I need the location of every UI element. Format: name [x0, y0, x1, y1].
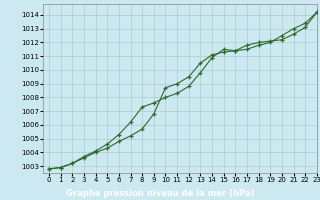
Text: Graphe pression niveau de la mer (hPa): Graphe pression niveau de la mer (hPa) — [66, 188, 254, 198]
